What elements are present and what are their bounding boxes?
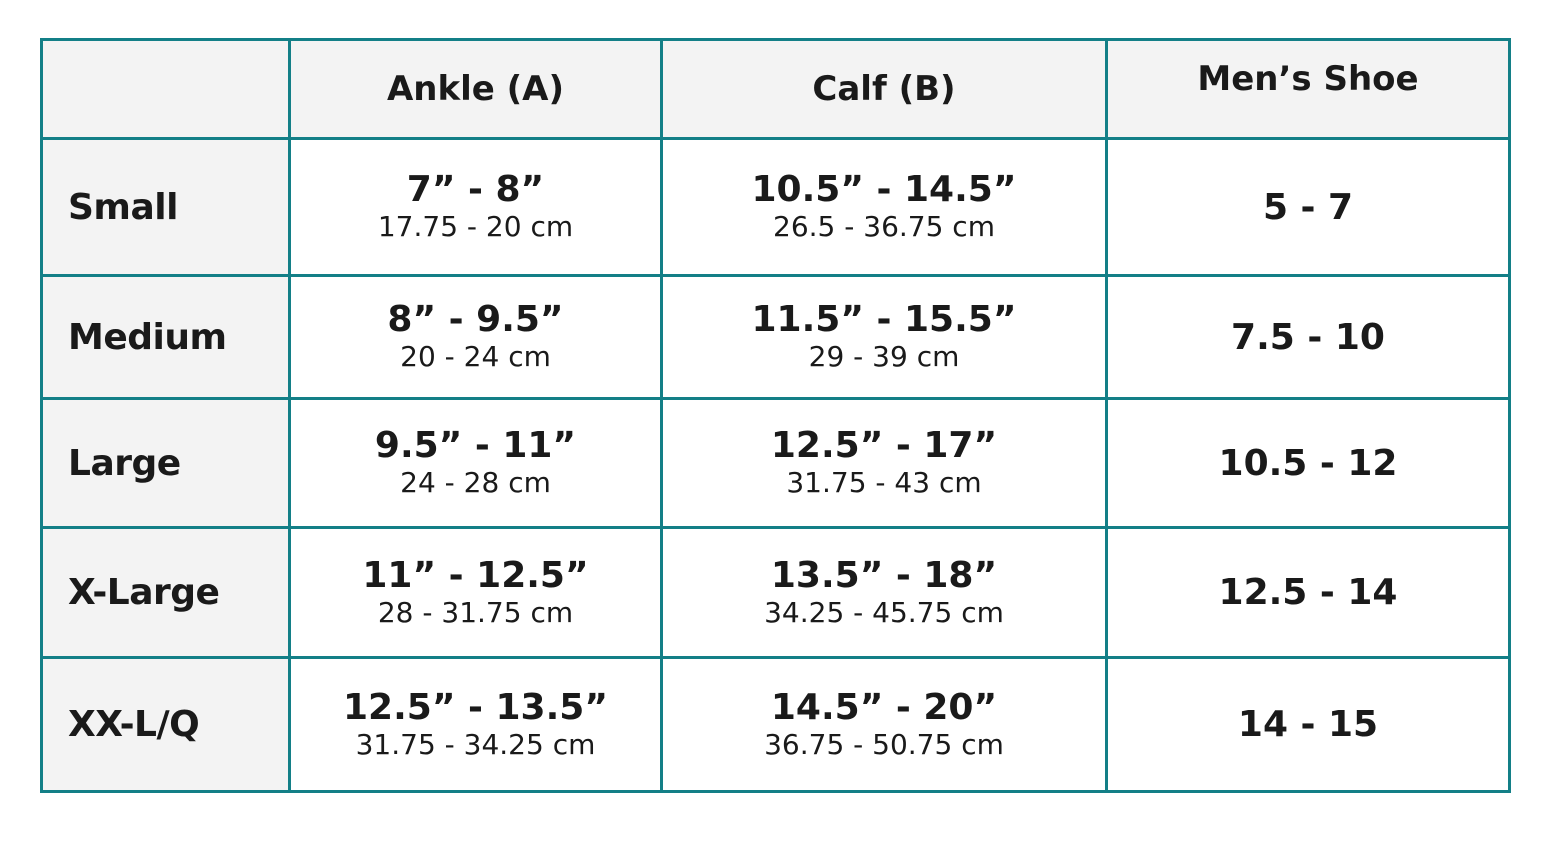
calf-cm: 34.25 - 45.75 cm: [764, 595, 1004, 629]
header-empty: [40, 38, 291, 140]
header-row: Ankle (A) Calf (B) Men’s Shoe: [40, 38, 1511, 140]
ankle-cell: 12.5” - 13.5” 31.75 - 34.25 cm: [288, 656, 663, 793]
table-row: Medium 8” - 9.5” 20 - 24 cm 11.5” - 15.5” 29…: [40, 274, 1511, 400]
ankle-inches: 12.5” - 13.5”: [343, 686, 608, 728]
table-row: XX-L/Q 12.5” - 13.5” 31.75 - 34.25 cm 14.5”…: [40, 656, 1511, 793]
calf-cell: 10.5” - 14.5” 26.5 - 36.75 cm: [660, 137, 1108, 277]
ankle-cm: 17.75 - 20 cm: [377, 210, 574, 243]
shoe-size: 14 - 15: [1105, 656, 1511, 793]
size-label: Medium: [40, 274, 291, 400]
calf-cell: 14.5” - 20” 36.75 - 50.75 cm: [660, 656, 1108, 793]
shoe-size: 7.5 - 10: [1105, 274, 1511, 400]
header-ankle: Ankle (A): [288, 38, 663, 140]
size-label: XX-L/Q: [40, 656, 291, 793]
ankle-inches: 11” - 12.5”: [362, 554, 589, 596]
ankle-inches: 9.5” - 11”: [374, 425, 577, 466]
ankle-cell: 11” - 12.5” 28 - 31.75 cm: [288, 526, 663, 659]
shoe-size: 12.5 - 14: [1105, 526, 1511, 659]
calf-cell: 11.5” - 15.5” 29 - 39 cm: [660, 274, 1108, 400]
shoe-size: 5 - 7: [1105, 137, 1511, 277]
size-chart-table: Ankle (A) Calf (B) Men’s Shoe Small 7” - …: [40, 38, 1511, 793]
size-label: Small: [40, 137, 291, 277]
calf-inches: 11.5” - 15.5”: [751, 299, 1017, 340]
calf-cm: 31.75 - 43 cm: [786, 466, 982, 499]
ankle-cell: 8” - 9.5” 20 - 24 cm: [288, 274, 663, 400]
ankle-cell: 9.5” - 11” 24 - 28 cm: [288, 397, 663, 529]
table-row: Large 9.5” - 11” 24 - 28 cm 12.5” - 17” 31.7…: [40, 397, 1511, 529]
header-mens-shoe: Men’s Shoe: [1105, 38, 1511, 140]
ankle-cm: 20 - 24 cm: [400, 340, 551, 373]
calf-inches: 14.5” - 20”: [770, 686, 998, 728]
calf-cm: 26.5 - 36.75 cm: [773, 210, 995, 243]
calf-inches: 12.5” - 17”: [770, 425, 998, 466]
shoe-size: 10.5 - 12: [1105, 397, 1511, 529]
ankle-cell: 7” - 8” 17.75 - 20 cm: [288, 137, 663, 277]
ankle-cm: 24 - 28 cm: [400, 466, 551, 499]
table-row: Small 7” - 8” 17.75 - 20 cm 10.5” - 14.5” 26…: [40, 137, 1511, 277]
calf-cm: 36.75 - 50.75 cm: [764, 727, 1004, 761]
calf-inches: 13.5” - 18”: [770, 554, 998, 596]
ankle-inches: 7” - 8”: [406, 169, 545, 210]
calf-cell: 13.5” - 18” 34.25 - 45.75 cm: [660, 526, 1108, 659]
ankle-inches: 8” - 9.5”: [387, 299, 564, 340]
calf-cell: 12.5” - 17” 31.75 - 43 cm: [660, 397, 1108, 529]
table-row: X-Large 11” - 12.5” 28 - 31.75 cm 13.5” - 1…: [40, 526, 1511, 659]
calf-cm: 29 - 39 cm: [808, 340, 960, 373]
ankle-cm: 31.75 - 34.25 cm: [355, 727, 596, 761]
size-label: X-Large: [40, 526, 291, 659]
calf-inches: 10.5” - 14.5”: [751, 169, 1017, 210]
ankle-cm: 28 - 31.75 cm: [377, 595, 574, 629]
header-calf: Calf (B): [660, 38, 1108, 140]
size-label: Large: [40, 397, 291, 529]
